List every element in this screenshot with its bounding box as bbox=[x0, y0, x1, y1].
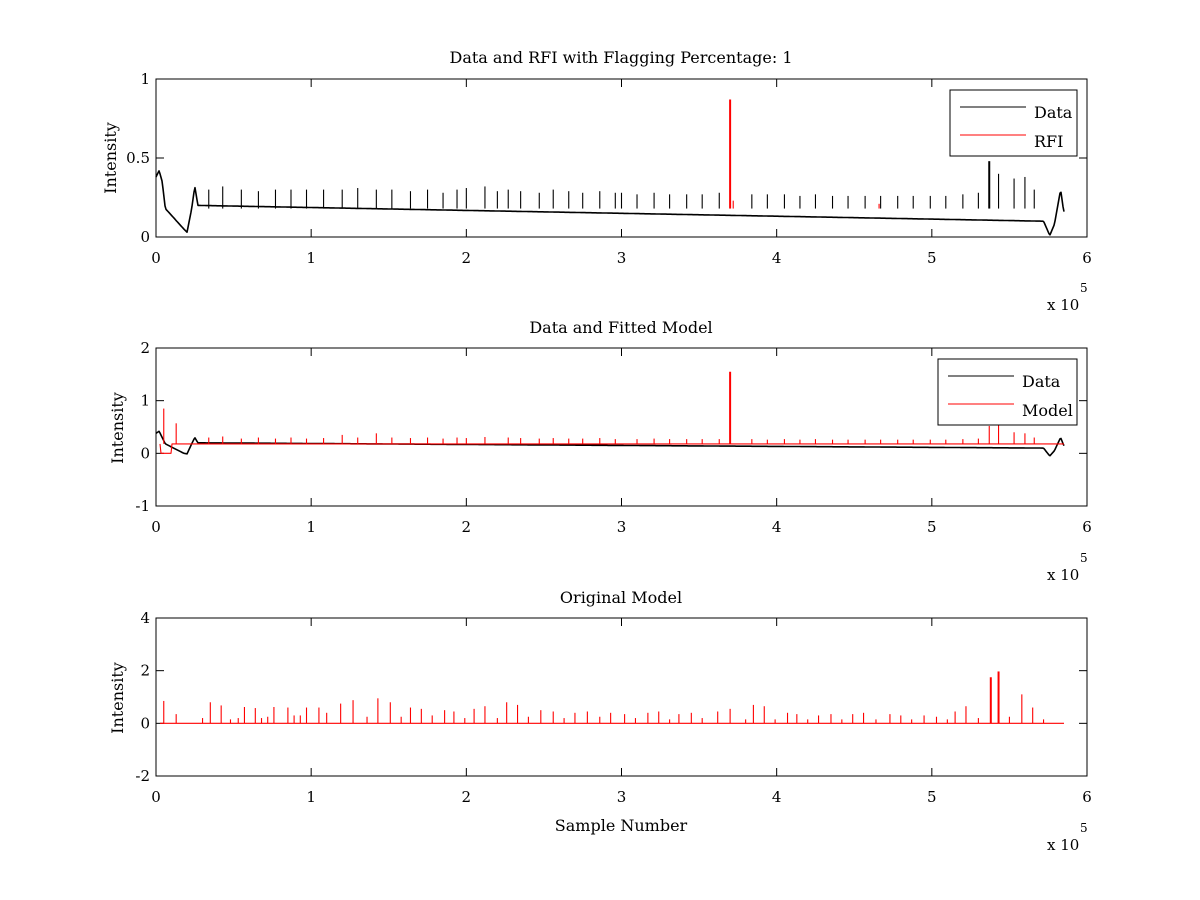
panel-1-legend: Data RFI bbox=[949, 89, 1078, 157]
x-tick-label: 4 bbox=[772, 788, 782, 806]
x-tick-label: 3 bbox=[617, 788, 627, 806]
series-line bbox=[155, 170, 1065, 236]
panel-3-multiplier: x 10 5 bbox=[1047, 821, 1088, 854]
series-model bbox=[159, 371, 1064, 454]
series-rfi bbox=[729, 99, 880, 209]
panel-3-ylabel: Intensity bbox=[108, 662, 127, 734]
y-tick-label: 0.5 bbox=[126, 149, 150, 167]
panel-3: Original Model Intensity Sample Number 0… bbox=[108, 588, 1092, 854]
series-model bbox=[160, 671, 1064, 724]
panel-1-multiplier: x 10 5 bbox=[1047, 281, 1088, 314]
panel-1: Data and RFI with Flagging Percentage: 1… bbox=[101, 48, 1092, 314]
x-tick-label: 1 bbox=[306, 788, 316, 806]
y-tick-label: -2 bbox=[135, 767, 150, 785]
panel-1-legend-label-data: Data bbox=[1034, 103, 1073, 122]
panel-2-multiplier-base: x 10 bbox=[1047, 566, 1079, 584]
panel-2-frame bbox=[155, 347, 1088, 507]
panel-1-plot bbox=[155, 99, 1065, 236]
x-tick-label: 0 bbox=[151, 249, 161, 267]
x-tick-label: 5 bbox=[927, 249, 937, 267]
y-tick-label: 1 bbox=[140, 70, 150, 88]
panel-3-plot bbox=[160, 671, 1064, 724]
x-tick-label: 2 bbox=[462, 249, 472, 267]
panel-1-legend-label-rfi: RFI bbox=[1034, 132, 1063, 151]
x-tick-label: 0 bbox=[151, 788, 161, 806]
panel-2-plot bbox=[155, 371, 1065, 457]
panel-2-ylabel: Intensity bbox=[108, 392, 127, 464]
x-tick-label: 1 bbox=[306, 518, 316, 536]
y-tick-label: 1 bbox=[140, 392, 150, 410]
x-tick-label: 6 bbox=[1082, 249, 1092, 267]
y-tick-label: 4 bbox=[140, 609, 150, 627]
y-tick-label: 2 bbox=[140, 339, 150, 357]
panel-2-legend-label-data: Data bbox=[1022, 372, 1061, 391]
panel-3-multiplier-base: x 10 bbox=[1047, 836, 1079, 854]
y-tick-label: 0 bbox=[140, 228, 150, 246]
x-tick-label: 5 bbox=[927, 788, 937, 806]
series-data bbox=[155, 161, 1065, 236]
x-tick-label: 4 bbox=[772, 249, 782, 267]
panel-1-multiplier-base: x 10 bbox=[1047, 296, 1079, 314]
x-tick-label: 4 bbox=[772, 518, 782, 536]
panel-3-title: Original Model bbox=[560, 588, 682, 607]
x-tick-label: 5 bbox=[927, 518, 937, 536]
panel-3-frame bbox=[155, 617, 1088, 777]
panel-3-multiplier-exponent: 5 bbox=[1080, 821, 1088, 835]
panel-2-title: Data and Fitted Model bbox=[529, 318, 712, 337]
panel-2-multiplier-exponent: 5 bbox=[1080, 551, 1088, 565]
panel-1-frame bbox=[155, 78, 1088, 238]
y-tick-label: 2 bbox=[140, 662, 150, 680]
panel-1-legend-box bbox=[949, 89, 1078, 157]
panel-1-multiplier-exponent: 5 bbox=[1080, 281, 1088, 295]
x-tick-label: 6 bbox=[1082, 518, 1092, 536]
y-tick-label: -1 bbox=[135, 497, 150, 515]
x-tick-label: 2 bbox=[462, 518, 472, 536]
y-tick-label: 0 bbox=[140, 444, 150, 462]
panel-2-legend: Data Model bbox=[937, 358, 1078, 426]
panel-2-legend-box bbox=[937, 358, 1078, 426]
panel-3-xlabel: Sample Number bbox=[555, 816, 688, 835]
x-tick-label: 3 bbox=[617, 518, 627, 536]
y-tick-label: 0 bbox=[140, 714, 150, 732]
series-line bbox=[159, 443, 1064, 454]
x-tick-label: 2 bbox=[462, 788, 472, 806]
x-tick-label: 6 bbox=[1082, 788, 1092, 806]
panel-1-ylabel: Intensity bbox=[101, 122, 120, 194]
panel-2-legend-label-model: Model bbox=[1022, 401, 1073, 420]
x-tick-label: 1 bbox=[306, 249, 316, 267]
panel-2-multiplier: x 10 5 bbox=[1047, 551, 1088, 584]
panel-2: Data and Fitted Model Intensity 0 1 2 3 4 5 6 -… bbox=[108, 318, 1092, 584]
panel-1-title: Data and RFI with Flagging Percentage: 1 bbox=[449, 48, 792, 67]
x-tick-label: 0 bbox=[151, 518, 161, 536]
x-tick-label: 3 bbox=[617, 249, 627, 267]
